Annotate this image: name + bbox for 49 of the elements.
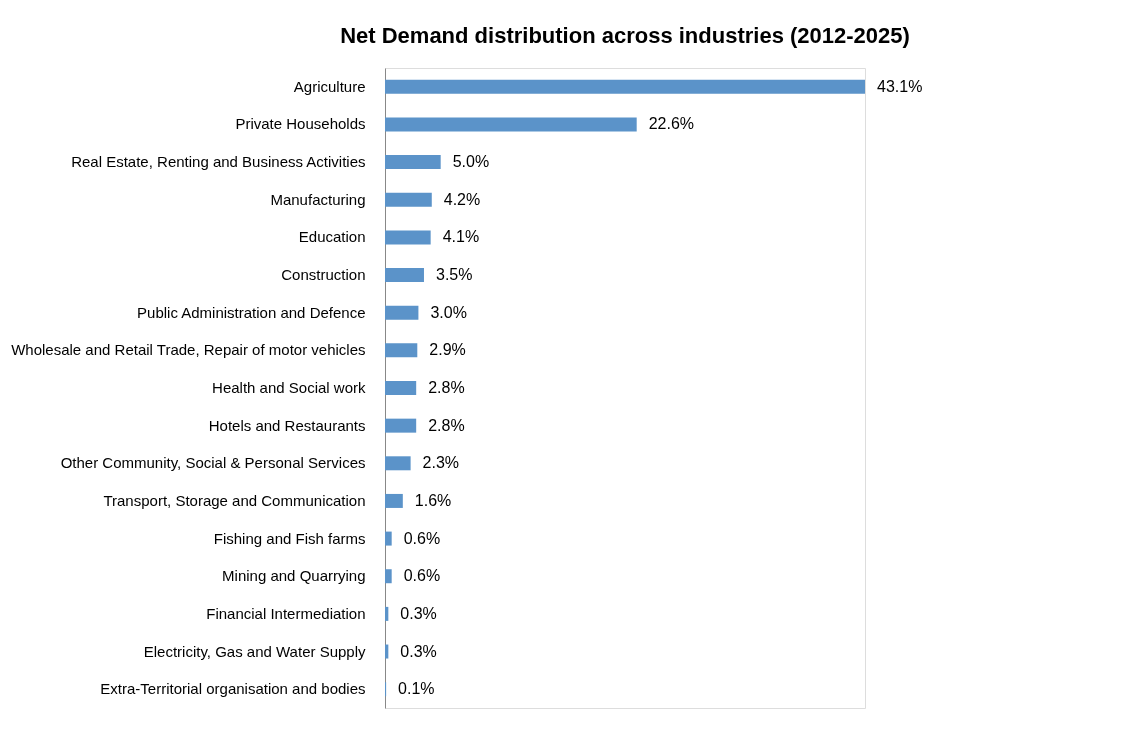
data-label: 0.1% [398, 680, 435, 698]
bar [385, 569, 392, 584]
y-tick-label: Hotels and Restaurants [208, 416, 366, 434]
y-tick-label: Wholesale and Retail Trade, Repair of motor vehicles [11, 341, 366, 359]
y-tick-label: Public Administration and Defence [137, 303, 366, 321]
bar [385, 305, 419, 320]
bar [385, 381, 417, 395]
bar [385, 230, 431, 245]
data-label: 3.5% [435, 266, 473, 284]
data-label: 2.3% [422, 454, 460, 472]
bar [385, 343, 418, 358]
bar [385, 493, 403, 508]
bar [385, 418, 417, 433]
data-label: 4.2% [443, 190, 481, 208]
y-tick-label: Mining and Quarrying [222, 567, 366, 585]
y-tick-label: Fishing and Fish farms [213, 529, 366, 547]
bar [385, 268, 424, 283]
bar [385, 456, 411, 471]
y-tick-label: Transport, Storage and Communication [103, 491, 366, 509]
y-tick-label: Private Households [235, 115, 366, 133]
data-label: 3.0% [430, 303, 467, 321]
data-label: 0.6% [403, 567, 441, 585]
data-label: 1.6% [414, 491, 452, 509]
y-tick-label: Real Estate, Renting and Business Activities [71, 153, 366, 171]
bar [385, 79, 865, 94]
y-tick-label: Manufacturing [270, 190, 366, 208]
chart-title: Net Demand distribution across industries (2012-2025) [340, 23, 910, 48]
data-label: 0.3% [400, 642, 437, 660]
data-label: 5.0% [452, 153, 490, 171]
y-tick-label: Other Community, Social & Personal Services [60, 454, 366, 472]
y-tick-label: Agriculture [293, 77, 366, 95]
data-label: 0.6% [403, 529, 441, 547]
y-tick-label: Health and Social work [212, 379, 366, 396]
data-label: 2.8% [428, 379, 465, 396]
data-label: 0.3% [400, 604, 437, 622]
bar [385, 192, 432, 207]
data-label: 43.1% [877, 77, 923, 95]
bar [385, 155, 441, 170]
data-label: 4.1% [442, 228, 480, 246]
y-tick-label: Extra-Territorial organisation and bodies [100, 680, 366, 698]
bar [385, 117, 637, 132]
y-tick-label: Education [298, 228, 366, 246]
bar [385, 531, 392, 546]
data-label: 2.9% [429, 341, 466, 359]
y-tick-label: Electricity, Gas and Water Supply [143, 642, 366, 660]
data-label: 2.8% [428, 416, 465, 434]
y-tick-label: Construction [281, 266, 366, 284]
y-tick-label: Financial Intermediation [206, 604, 366, 622]
data-label: 22.6% [648, 115, 695, 133]
